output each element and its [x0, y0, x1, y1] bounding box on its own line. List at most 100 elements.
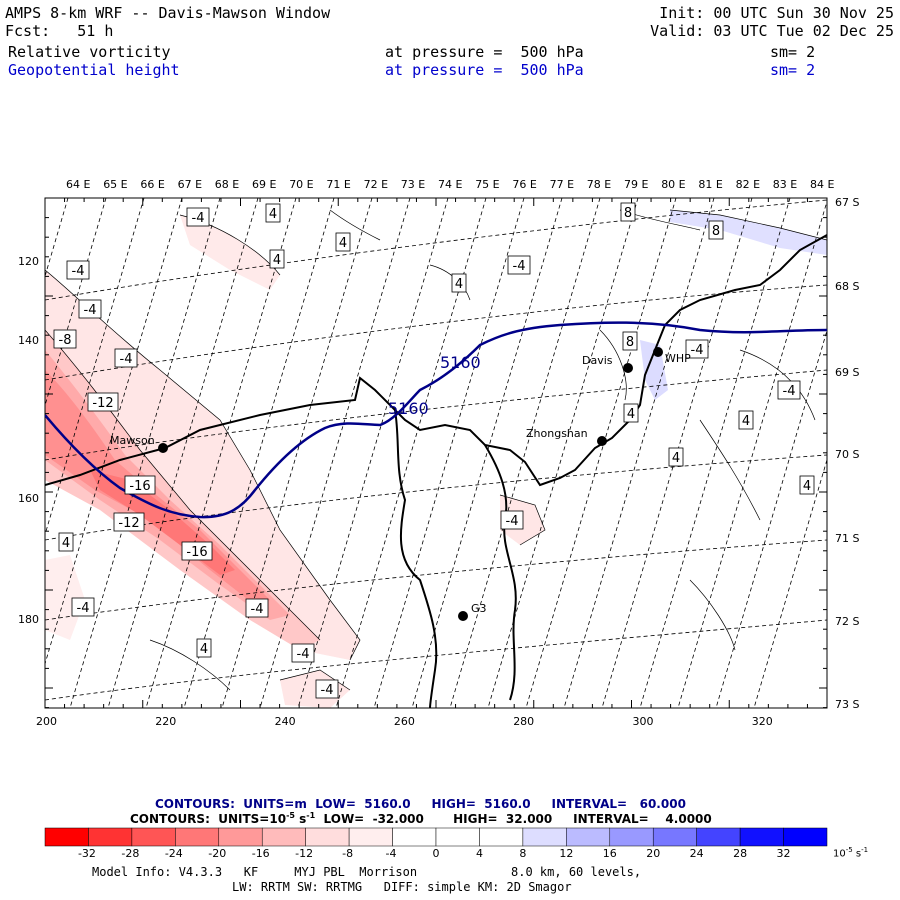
field1-pressure: at pressure = 500 hPa	[385, 43, 584, 61]
contour-label-text: -8	[59, 333, 72, 348]
colorbar-tick-label: 12	[559, 847, 574, 860]
colorbar-tick-label: 0	[432, 847, 440, 860]
whp-station-label: WHP	[665, 352, 691, 365]
colorbar-tick-label: -24	[164, 847, 183, 860]
longitude-line	[0, 198, 30, 708]
contour-label-text: 4	[455, 277, 463, 292]
contour-label-text: -4	[513, 259, 526, 274]
longitude-line	[525, 198, 677, 708]
contour-label-box	[623, 403, 639, 423]
longitude-line	[297, 198, 449, 708]
contour-label-text: 4	[672, 451, 680, 466]
zhongshan-station-label: Zhongshan	[526, 427, 588, 440]
contour-label-box	[507, 255, 531, 275]
longitude-line	[69, 198, 221, 708]
colorbar-tick-label: -16	[251, 847, 270, 860]
contour-label-text: -4	[506, 514, 519, 529]
longitude-line	[487, 198, 639, 708]
colorbar-swatch	[175, 827, 220, 847]
contour-label-text: -4	[251, 602, 264, 617]
colorbar-swatch	[435, 827, 480, 847]
x-tick-label: 280	[513, 715, 535, 728]
physics-info: LW: RRTM SW: RRTMG DIFF: simple KM: 2D S…	[232, 880, 572, 894]
contour-label-text: -4	[321, 683, 334, 698]
latitude-label: 67 S	[835, 196, 860, 209]
y-tick-label: 160	[18, 492, 39, 505]
latitude-label: 73 S	[835, 698, 860, 711]
longitude-label: 80 E	[661, 178, 686, 191]
contour-label-box	[777, 380, 801, 400]
contour-label-box	[245, 598, 269, 618]
contour-label-box	[124, 475, 156, 495]
colorbar-swatch	[609, 827, 654, 847]
contour-label-text: 4	[62, 536, 70, 551]
latitude-label: 70 S	[835, 448, 860, 461]
colorbar-swatch	[783, 827, 828, 847]
colorbar-swatch	[392, 827, 437, 847]
forecast-hour: Fcst: 51 h	[5, 22, 114, 40]
contour-label-box	[181, 541, 213, 561]
g3-station-marker[interactable]	[458, 611, 468, 621]
y-tick-label: 120	[18, 255, 39, 268]
contour-info-vorticity: CONTOURS: UNITS=10-5 s-1 LOW= -32.000 HI…	[130, 811, 712, 826]
colorbar-tick-label: 8	[519, 847, 527, 860]
longitude-label: 72 E	[363, 178, 389, 191]
contour-label-box	[269, 249, 285, 269]
colorbar-tick-label: 20	[646, 847, 661, 860]
x-tick-label: 320	[751, 715, 773, 728]
height-label-2: 5160	[388, 399, 429, 418]
model-info: Model Info: V4.3.3 KF MYJ PBL Morrison 8…	[92, 865, 642, 879]
longitude-label: 81 E	[698, 178, 723, 191]
field2-name: Geopotential height	[8, 61, 180, 79]
longitude-label: 76 E	[512, 178, 537, 191]
field1-name: Relative vorticity	[8, 43, 171, 61]
mawson-station-marker[interactable]	[158, 443, 168, 453]
contour-label-text: 4	[200, 642, 208, 657]
contour-label-box	[291, 643, 315, 663]
vorticity-contour-labels: -4 4 4 8 8 -4 4 -4 -4 4 -8 -4 8 -4 -12 -4 4 -16 4 -4 4 -12 -16…	[53, 202, 815, 699]
contour-label-box	[265, 203, 281, 223]
colorbar-swatch	[131, 827, 176, 847]
longitude-label: 73 E	[400, 178, 426, 191]
contour-label-text: -4	[192, 211, 205, 226]
contour-label-text: -4	[84, 303, 97, 318]
zhongshan-station-marker[interactable]	[597, 436, 607, 446]
longitude-line	[373, 198, 525, 708]
colorbar-swatch	[261, 827, 306, 847]
contour-label-box	[622, 331, 638, 351]
contour-label-text: -16	[129, 479, 150, 494]
longitude-label: 69 E	[252, 178, 277, 191]
contour-label-text: 8	[712, 224, 720, 239]
contour-label-text: 4	[627, 407, 635, 422]
colorbar-swatch	[566, 827, 611, 847]
colorbar-tick-label: 24	[689, 847, 704, 860]
colorbar-units: 10-5 s-1	[833, 846, 869, 860]
longitude-line	[45, 198, 183, 666]
contour-label-text: 8	[626, 335, 634, 350]
longitude-label: 66 E	[140, 178, 165, 191]
longitude-label: 65 E	[103, 178, 128, 191]
longitude-line	[221, 198, 373, 708]
contour-label-text: 4	[273, 253, 281, 268]
longitude-label: 71 E	[326, 178, 351, 191]
whp-station-marker[interactable]	[653, 347, 663, 357]
contour-label-box	[708, 220, 724, 240]
colorbar-tick-label: 32	[776, 847, 791, 860]
longitude-line	[107, 198, 259, 708]
colorbar-tick-label: -28	[121, 847, 140, 860]
longitude-label: 82 E	[735, 178, 761, 191]
g3-station-label: G3	[471, 602, 487, 615]
davis-station-marker[interactable]	[623, 363, 633, 373]
contour-label-box	[315, 679, 339, 699]
longitude-label: 79 E	[624, 178, 649, 191]
longitude-label: 74 E	[438, 178, 463, 191]
vorticity-shading	[45, 210, 827, 708]
contour-label-box	[335, 232, 351, 252]
contour-label-text: -4	[691, 343, 704, 358]
contour-label-box	[53, 329, 77, 349]
colorbar-tick-label: -12	[295, 847, 314, 860]
longitude-label: 75 E	[475, 178, 500, 191]
longitude-line	[411, 198, 563, 708]
longitude-line	[335, 198, 487, 708]
